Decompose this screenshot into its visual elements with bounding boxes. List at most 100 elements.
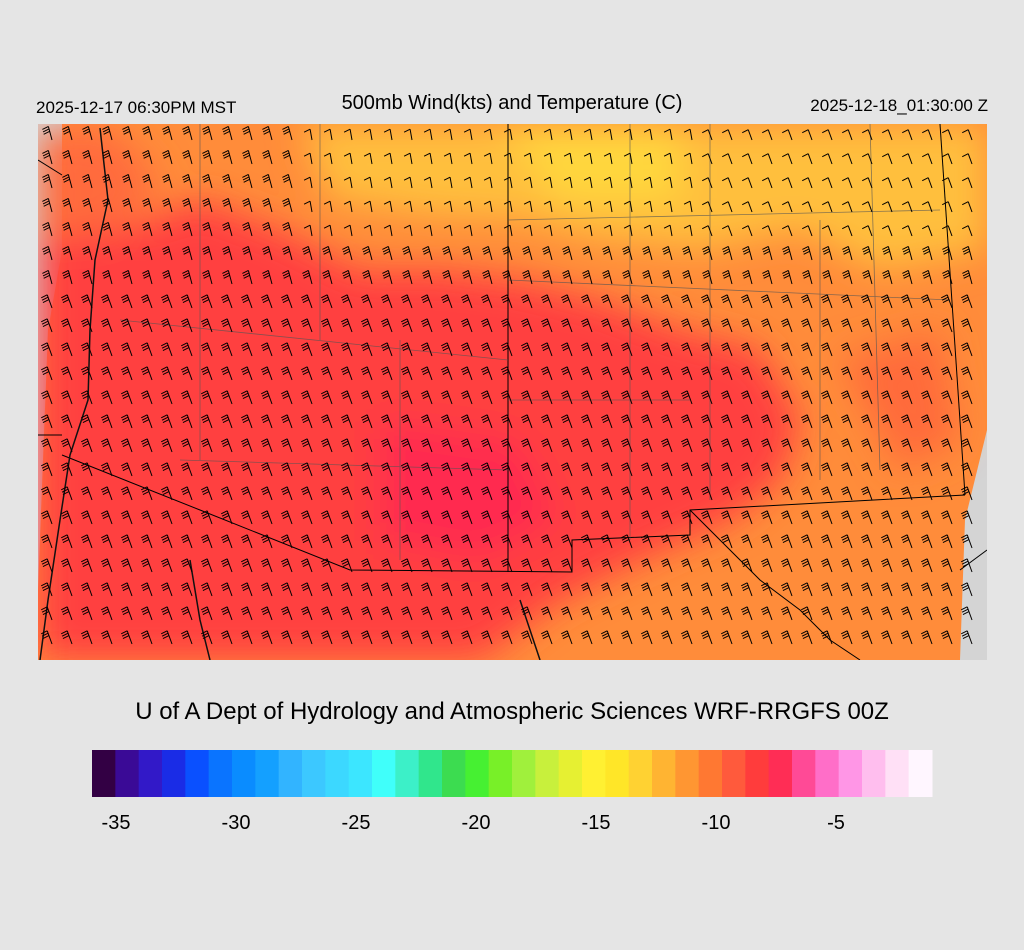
wind-barb-flag xyxy=(282,347,290,352)
wind-barb-flag xyxy=(841,560,849,565)
wind-barb-flag xyxy=(923,250,930,255)
wind-barb xyxy=(866,294,873,309)
wind-barb-flag xyxy=(142,395,150,400)
wind-barb-flag xyxy=(821,368,829,373)
wind-barb-flag xyxy=(420,342,428,347)
wind-barb-flag xyxy=(861,440,869,445)
wind-barb xyxy=(966,342,973,357)
wind-barb-flag xyxy=(842,371,850,376)
wind-barb xyxy=(826,294,833,309)
wind-barb-flag xyxy=(582,611,590,616)
wind-barb xyxy=(629,129,633,141)
wind-barb-flag xyxy=(480,606,488,611)
wind-barb-flag xyxy=(501,464,509,469)
wind-barb-flag xyxy=(742,467,750,472)
wind-barb xyxy=(766,510,773,525)
wind-barb-flag xyxy=(522,395,530,400)
wind-barb-flag xyxy=(380,438,388,443)
wind-barb-flag xyxy=(42,611,50,616)
wind-barb-flag xyxy=(783,250,790,255)
wind-barb-flag xyxy=(240,414,248,419)
wind-barb-flag xyxy=(881,392,889,397)
wind-barb xyxy=(226,390,233,405)
wind-barb-flag xyxy=(762,270,769,274)
wind-barb-flag xyxy=(323,128,331,133)
wind-barb-flag xyxy=(441,584,449,589)
wind-barb-flag xyxy=(780,294,788,299)
wind-barb-flag xyxy=(881,632,889,637)
wind-barb-flag xyxy=(242,395,250,400)
wind-barb xyxy=(186,438,193,453)
wind-barb-flag xyxy=(102,248,110,253)
wind-barb-flag xyxy=(382,270,389,274)
wind-barb xyxy=(546,630,553,645)
wind-barb xyxy=(566,582,573,597)
wind-barb-flag xyxy=(822,129,829,134)
wind-barb-flag xyxy=(203,226,210,231)
wind-barb-flag xyxy=(621,608,629,613)
wind-barb xyxy=(687,270,693,285)
wind-barb xyxy=(547,270,553,285)
wind-barb-flag xyxy=(461,584,469,589)
wind-barb-flag xyxy=(121,344,129,349)
wind-barb-flag xyxy=(581,440,589,445)
wind-barb-flag xyxy=(483,224,491,229)
wind-barb-flag xyxy=(843,274,850,279)
wind-barb-flag xyxy=(183,250,190,255)
wind-barb-flag xyxy=(722,225,729,230)
wind-barb-flag xyxy=(460,630,468,635)
wind-barb-flag xyxy=(422,515,430,520)
wind-barb-flag xyxy=(562,467,570,472)
wind-barb-flag xyxy=(242,248,250,253)
wind-barb xyxy=(166,438,173,453)
wind-barb-flag xyxy=(262,443,270,448)
wind-barb-flag xyxy=(241,560,249,565)
wind-barb-flag xyxy=(642,272,650,277)
wind-barb-flag xyxy=(82,371,90,376)
wind-barb xyxy=(446,462,453,477)
wind-barb-flag xyxy=(321,368,329,373)
wind-barb xyxy=(946,486,953,501)
wind-barb-flag xyxy=(742,129,749,134)
wind-barb-flag xyxy=(582,515,590,520)
wind-barb xyxy=(786,318,793,333)
wind-barb-flag xyxy=(721,416,729,421)
wind-barb xyxy=(466,510,473,525)
wind-barb xyxy=(806,582,813,597)
wind-barb-flag xyxy=(42,467,50,472)
wind-barb-flag xyxy=(863,274,870,279)
wind-barb-flag xyxy=(842,272,850,277)
wind-barb-flag xyxy=(120,438,128,443)
wind-barb-flag xyxy=(402,539,410,544)
wind-barb-flag xyxy=(481,416,489,421)
wind-barb xyxy=(847,177,853,189)
wind-barb-flag xyxy=(82,128,90,133)
wind-barb-flag xyxy=(601,632,609,637)
wind-barb-flag xyxy=(561,560,569,565)
wind-barb-flag xyxy=(361,416,369,421)
wind-barb-flag xyxy=(880,462,888,467)
wind-barb xyxy=(486,630,493,645)
wind-barb xyxy=(726,318,733,333)
wind-barb-flag xyxy=(402,491,410,496)
wind-barb-flag xyxy=(521,560,529,565)
wind-barb-flag xyxy=(283,130,290,135)
wind-barb xyxy=(166,486,173,501)
wind-barb-flag xyxy=(140,558,148,563)
wind-barb-flag xyxy=(582,299,590,304)
wind-barb-flag xyxy=(402,246,409,250)
wind-barb-flag xyxy=(622,272,630,277)
wind-barb-flag xyxy=(122,224,130,229)
wind-barb-flag xyxy=(842,347,850,352)
wind-barb-flag xyxy=(602,270,609,274)
wind-barb xyxy=(366,342,373,357)
wind-barb-flag xyxy=(281,416,289,421)
wind-barb-flag xyxy=(340,582,348,587)
wind-barb-flag xyxy=(220,462,228,467)
wind-barb-flag xyxy=(120,294,128,299)
wind-barb-flag xyxy=(100,390,108,395)
wind-barb-flag xyxy=(561,440,569,445)
wind-barb-flag xyxy=(360,630,368,635)
wind-barb-flag xyxy=(302,635,310,640)
wind-barb xyxy=(267,150,273,165)
